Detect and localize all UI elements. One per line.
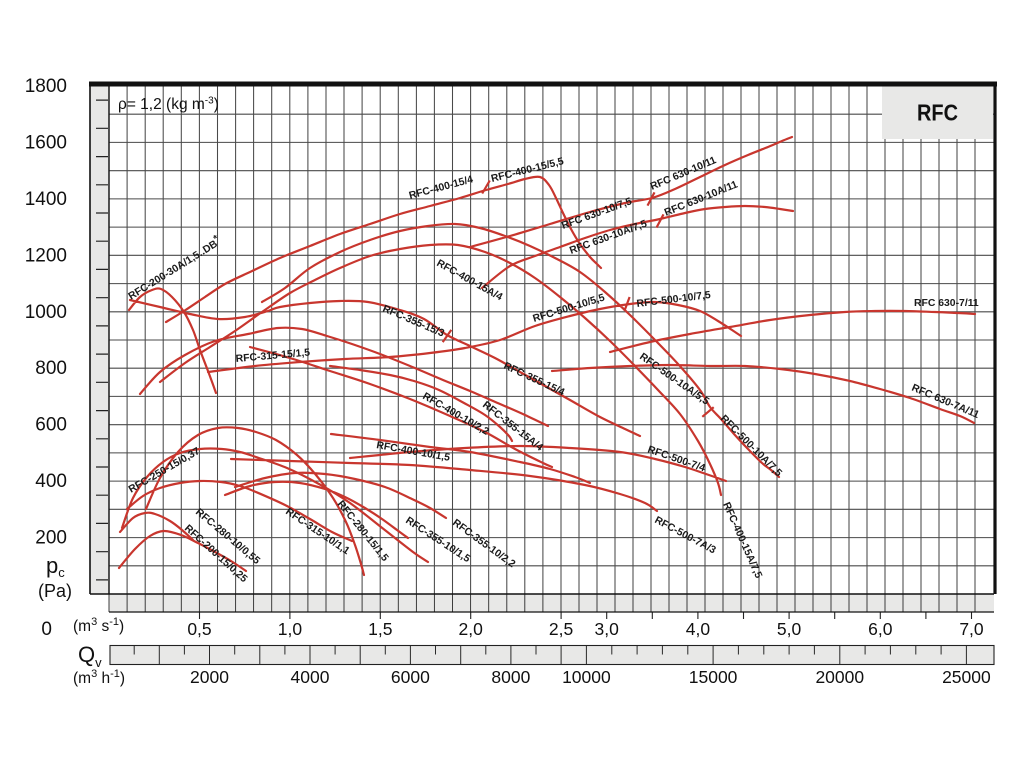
- svg-text:ρ= 1,2 (kg m-3): ρ= 1,2 (kg m-3): [118, 96, 219, 114]
- svg-text:6,0: 6,0: [868, 619, 893, 639]
- svg-text:7,0: 7,0: [959, 619, 984, 639]
- svg-text:1600: 1600: [25, 132, 67, 153]
- svg-text:(m3 h-1): (m3 h-1): [73, 668, 125, 687]
- svg-text:0,5: 0,5: [187, 619, 211, 639]
- svg-text:2,5: 2,5: [549, 619, 573, 639]
- svg-text:1800: 1800: [25, 76, 67, 97]
- svg-text:400: 400: [35, 471, 67, 492]
- svg-text:10000: 10000: [562, 667, 611, 687]
- svg-text:25000: 25000: [942, 667, 991, 687]
- svg-text:3,0: 3,0: [595, 619, 620, 639]
- svg-text:1,0: 1,0: [278, 619, 303, 639]
- svg-text:200: 200: [35, 528, 67, 549]
- svg-text:15000: 15000: [689, 667, 738, 687]
- svg-text:RFC: RFC: [917, 100, 958, 126]
- svg-text:2000: 2000: [190, 667, 229, 687]
- svg-text:600: 600: [35, 415, 67, 436]
- svg-text:RFC 630-7/11: RFC 630-7/11: [914, 298, 979, 309]
- svg-text:4000: 4000: [291, 667, 330, 687]
- svg-text:1000: 1000: [25, 302, 67, 323]
- svg-text:2,0: 2,0: [459, 619, 484, 639]
- svg-text:5,0: 5,0: [777, 619, 802, 639]
- svg-text:20000: 20000: [815, 667, 864, 687]
- svg-text:6000: 6000: [391, 667, 430, 687]
- svg-text:1200: 1200: [25, 245, 67, 266]
- svg-text:8000: 8000: [491, 667, 530, 687]
- svg-text:1,5: 1,5: [368, 619, 392, 639]
- svg-text:1400: 1400: [25, 189, 67, 210]
- svg-text:(Pa): (Pa): [38, 581, 72, 601]
- svg-text:4,0: 4,0: [686, 619, 711, 639]
- svg-text:0: 0: [41, 619, 52, 640]
- svg-text:800: 800: [35, 358, 67, 379]
